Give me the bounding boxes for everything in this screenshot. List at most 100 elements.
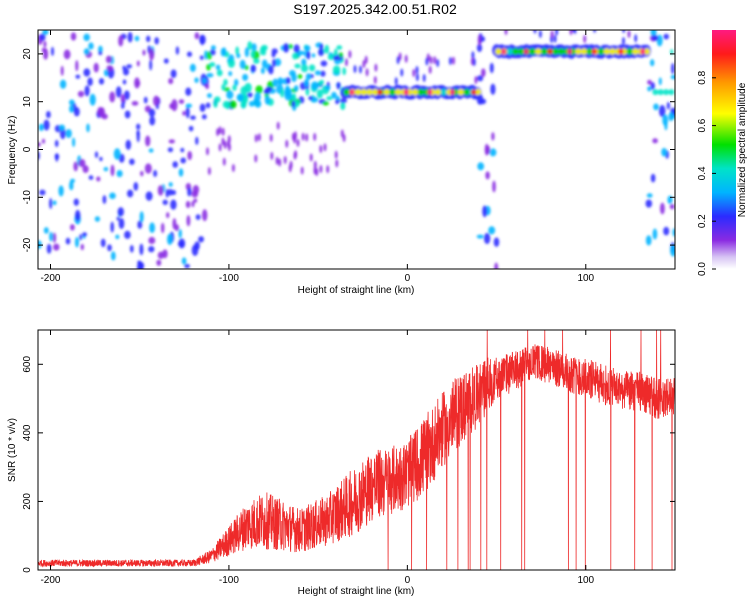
- spectrogram-cell: [663, 226, 670, 236]
- spectrogram-cell: [240, 101, 247, 109]
- spectrogram-cell: [178, 168, 184, 177]
- colorbar-tick-label: 0.0: [697, 262, 708, 276]
- spectrogram-cell: [260, 67, 265, 74]
- spectrogram-cell: [394, 77, 398, 86]
- spectrogram-cell: [243, 93, 249, 104]
- x-tick-label: 100: [577, 273, 594, 284]
- spectrogram-cell: [364, 55, 368, 64]
- spectrogram-cell: [247, 92, 253, 98]
- spectrogram-cell: [490, 83, 496, 95]
- chart-title: S197.2025.342.00.51.R02: [293, 1, 457, 17]
- x-tick-label: -200: [40, 273, 60, 284]
- spectrogram-cell: [296, 138, 300, 147]
- spectrogram-cell: [495, 48, 502, 55]
- spectrogram-cell: [558, 48, 565, 55]
- spectrogram-cell: [247, 41, 253, 51]
- spectrogram-cell: [313, 132, 317, 141]
- spectrogram-cell: [234, 79, 239, 86]
- spectrogram-cell: [115, 86, 122, 98]
- spectrogram-cell: [272, 78, 279, 87]
- spectrogram-cell: [653, 103, 659, 111]
- spectrogram-cell: [603, 48, 610, 55]
- spectrogram-cell: [222, 100, 231, 109]
- spectrogram-cell: [319, 43, 324, 51]
- spectrogram-cell: [300, 64, 309, 73]
- spectrogram-cell: [586, 48, 593, 55]
- spectrogram-cell: [326, 165, 330, 174]
- spectrogram-cell: [422, 74, 426, 82]
- spectrogram-cell: [622, 37, 625, 45]
- spectrogram-cell: [538, 30, 542, 38]
- spectrogram-cell: [324, 85, 331, 90]
- spectrogram-cell: [222, 157, 226, 166]
- spectrogram-cell: [172, 161, 178, 168]
- spectrogram-cell: [229, 100, 237, 109]
- spectrogram-cell: [297, 74, 303, 79]
- spectrogram-cell: [49, 231, 54, 242]
- spectrogram-cell: [448, 57, 452, 65]
- spectrogram-cell: [343, 88, 350, 96]
- spectrogram-cell: [165, 188, 169, 198]
- spectrogram-cell: [149, 222, 156, 234]
- spectrogram-cell: [140, 170, 144, 177]
- spectrogram-cell: [69, 180, 74, 191]
- spectrogram-cell: [293, 85, 299, 92]
- spectrogram-cell: [639, 48, 646, 55]
- spectrogram-cell: [162, 249, 168, 259]
- spectrogram-cell: [634, 34, 638, 43]
- spectrogram-cell: [294, 150, 298, 159]
- spectrogram-cell: [206, 72, 214, 78]
- spectrogram-cell: [93, 62, 99, 73]
- spectrogram-cell: [339, 98, 348, 104]
- spectrogram-cell: [652, 228, 658, 240]
- spectrogram-cell: [480, 36, 486, 42]
- spectrogram-cell: [319, 165, 323, 173]
- spectrogram-cell: [129, 245, 134, 253]
- spectrogram-cell: [43, 40, 47, 48]
- spectrogram-cell: [168, 78, 174, 85]
- spectrogram-cell: [70, 32, 77, 41]
- spectrogram-cell: [71, 137, 76, 148]
- spectrogram-cell: [632, 48, 639, 55]
- spectrogram-cell: [372, 88, 379, 96]
- spectrogram-cell: [512, 48, 519, 55]
- spectrogram-cell: [38, 123, 44, 132]
- spectrogram-cell: [116, 169, 123, 178]
- spectrogram-cell: [120, 102, 125, 109]
- spectrogram-cell: [80, 243, 85, 251]
- spectrogram-cell: [377, 89, 383, 95]
- spectrogram-cell: [46, 243, 52, 254]
- y-tick-label: 0: [22, 567, 33, 573]
- spectrogram-cell: [145, 191, 153, 201]
- spectrogram-cell: [55, 153, 59, 162]
- spectrogram-cell: [39, 33, 46, 41]
- spectrogram-cell: [73, 198, 79, 206]
- spectrogram-cell: [70, 178, 76, 183]
- spectrogram-cell: [647, 86, 652, 92]
- spectrogram-cell: [394, 88, 402, 96]
- spectrogram-frame: [37, 29, 676, 270]
- spectrogram-cell: [547, 48, 553, 55]
- spectrogram-cell: [223, 140, 227, 149]
- spectrogram-cell: [215, 64, 221, 70]
- spectrogram-cell: [214, 96, 221, 103]
- spectrogram-cell: [650, 59, 655, 67]
- spectrogram-cell: [124, 90, 130, 100]
- spectrogram-cell: [133, 182, 139, 191]
- spectrogram-cell: [98, 77, 105, 85]
- spectrogram-cell: [109, 192, 116, 200]
- spectrogram-cell: [250, 64, 257, 73]
- spectrogram-cell: [278, 158, 282, 167]
- spectrogram-cell: [301, 132, 305, 141]
- spectrogram-cell: [42, 30, 49, 36]
- spectrogram-blobs: [38, 20, 675, 269]
- spectrogram-cell: [52, 200, 57, 206]
- spectrogram-cell: [594, 20, 597, 28]
- spectrogram-cell: [220, 47, 226, 57]
- spectrogram-cell: [139, 243, 144, 256]
- spectrogram-cell: [244, 65, 249, 71]
- spectrogram-cell: [253, 58, 260, 64]
- spectrogram-cell: [660, 202, 665, 215]
- spectrogram-cell: [275, 156, 279, 165]
- spectrogram-cell: [109, 91, 116, 103]
